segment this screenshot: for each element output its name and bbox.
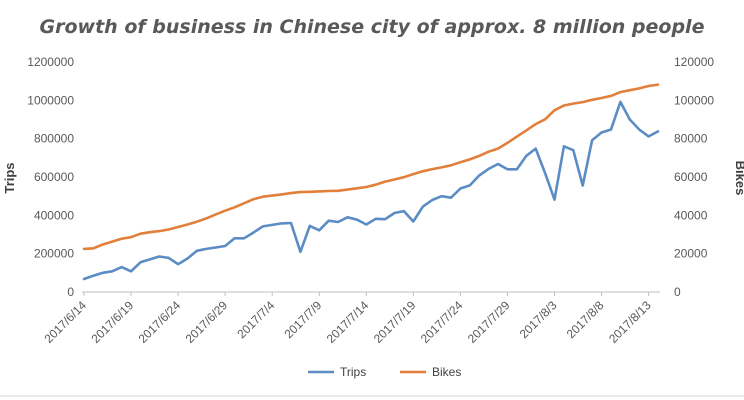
legend: Trips Bikes [308,365,461,379]
left-tick-label: 1200000 [27,55,74,69]
series-group [82,83,660,281]
right-tick-label: 40000 [674,208,708,222]
right-tick-label: 20000 [674,247,708,261]
left-tick-label: 600000 [34,170,74,184]
series-line-trips [82,100,660,281]
x-tick-label: 2017/6/24 [136,298,184,346]
x-tick-label: 2017/8/8 [564,298,607,341]
right-tick-label: 100000 [674,93,714,107]
x-tick-label: 2017/7/19 [371,298,419,346]
chart-title: Growth of business in Chinese city of ap… [39,16,705,38]
right-tick-label: 80000 [674,132,708,146]
x-tick-label: 2017/6/19 [89,298,137,346]
left-tick-label: 400000 [34,208,74,222]
left-tick-label: 200000 [34,247,74,261]
right-tick-label: 60000 [674,170,708,184]
left-tick-label: 1000000 [27,93,74,107]
legend-label-trips: Trips [340,365,366,379]
right-axis-ticks: 0 20000 40000 60000 80000 100000 120000 [674,55,714,299]
x-tick-label: 2017/7/24 [418,298,466,346]
left-axis-ticks: 0 200000 400000 600000 800000 1000000 1200000 [27,55,74,299]
y-axis-title: Trips [2,162,17,193]
right-tick-label: 0 [674,285,681,299]
x-tick-label: 2017/8/13 [606,298,654,346]
right-tick-label: 120000 [674,55,714,69]
x-axis-ticks: 2017/6/14 2017/6/19 2017/6/24 2017/6/29 2017… [41,292,654,346]
x-tick-label: 2017/8/3 [517,298,560,341]
x-tick-label: 2017/6/29 [183,298,231,346]
series-line-bikes [82,83,660,251]
left-tick-label: 0 [67,285,74,299]
x-tick-label: 2017/7/29 [465,298,513,346]
legend-label-bikes: Bikes [432,365,461,379]
x-tick-label: 2017/7/9 [281,298,324,341]
y2-axis-title: Bikes [733,161,744,196]
x-tick-label: 2017/7/4 [234,298,277,341]
x-tick-label: 2017/7/14 [324,298,372,346]
left-tick-label: 800000 [34,132,74,146]
x-tick-label: 2017/6/14 [41,298,89,346]
